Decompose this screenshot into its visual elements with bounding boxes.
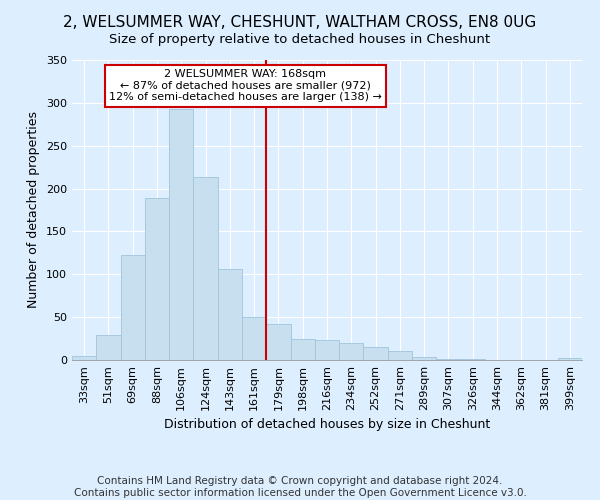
Text: 2 WELSUMMER WAY: 168sqm
← 87% of detached houses are smaller (972)
12% of semi-d: 2 WELSUMMER WAY: 168sqm ← 87% of detache… — [109, 69, 382, 102]
Bar — [72, 356, 96, 360]
Bar — [96, 335, 121, 360]
Text: Size of property relative to detached houses in Cheshunt: Size of property relative to detached ho… — [109, 32, 491, 46]
Bar — [388, 350, 412, 360]
Y-axis label: Number of detached properties: Number of detached properties — [28, 112, 40, 308]
Text: 2, WELSUMMER WAY, CHESHUNT, WALTHAM CROSS, EN8 0UG: 2, WELSUMMER WAY, CHESHUNT, WALTHAM CROS… — [64, 15, 536, 30]
Bar — [169, 109, 193, 360]
Bar — [145, 198, 169, 360]
Bar — [364, 347, 388, 360]
Bar — [121, 254, 145, 360]
Bar — [315, 340, 339, 360]
Bar — [436, 359, 461, 360]
Bar — [339, 343, 364, 360]
Bar — [558, 358, 582, 360]
Bar — [218, 269, 242, 360]
Text: Contains HM Land Registry data © Crown copyright and database right 2024.
Contai: Contains HM Land Registry data © Crown c… — [74, 476, 526, 498]
X-axis label: Distribution of detached houses by size in Cheshunt: Distribution of detached houses by size … — [164, 418, 490, 432]
Bar — [412, 358, 436, 360]
Bar — [461, 359, 485, 360]
Bar — [242, 317, 266, 360]
Bar — [290, 340, 315, 360]
Bar — [193, 178, 218, 360]
Bar — [266, 324, 290, 360]
